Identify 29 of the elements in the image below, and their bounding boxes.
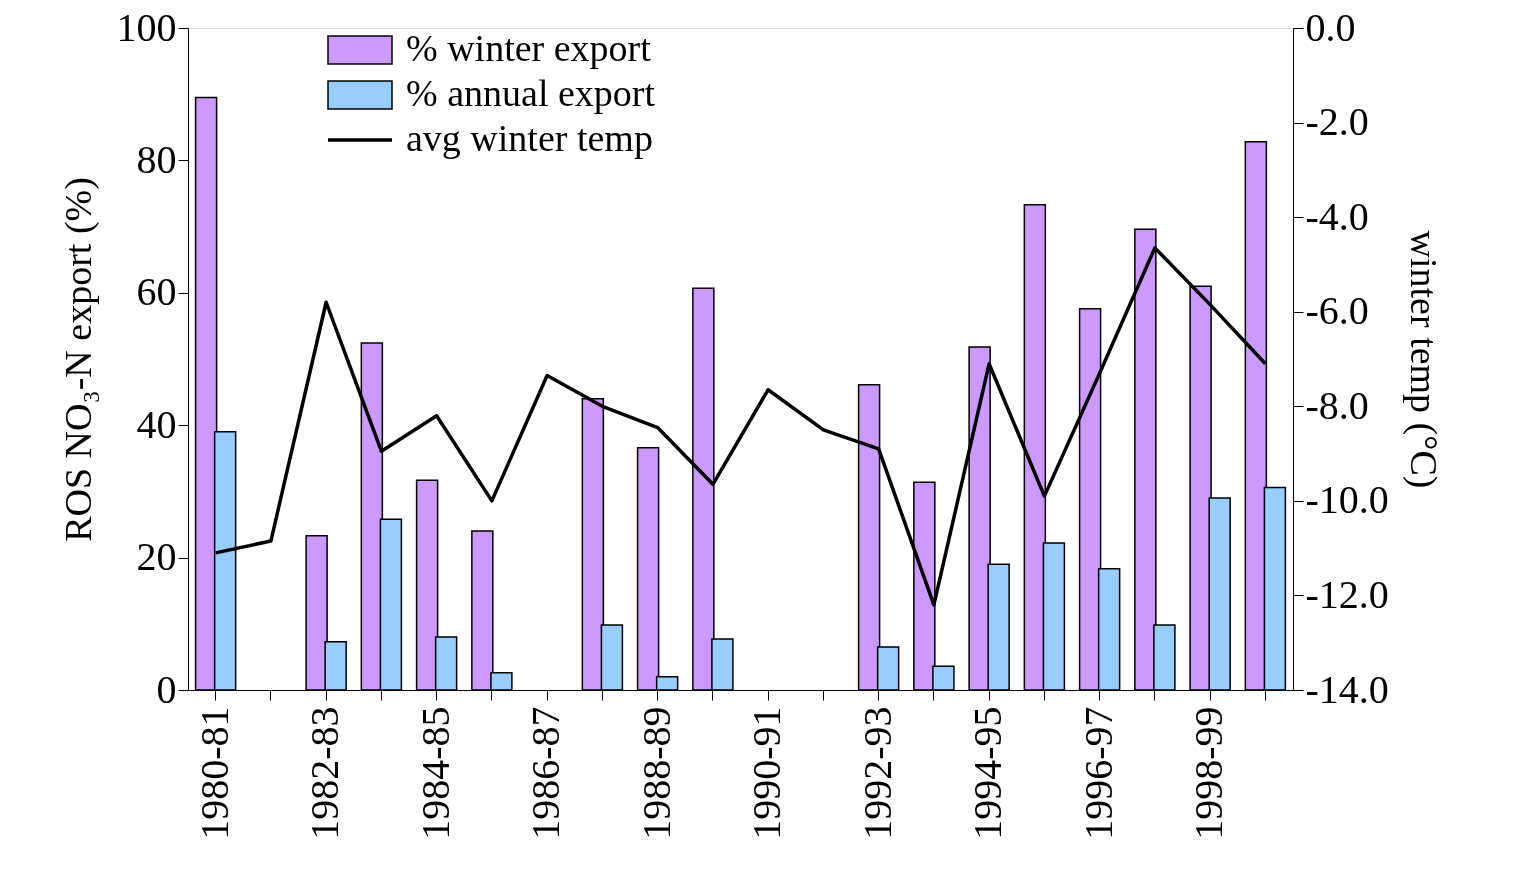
y2-tick-label: 0.0 — [1305, 4, 1356, 50]
y-tick-label: 80 — [136, 136, 177, 182]
y2-tick-label: -14.0 — [1305, 666, 1389, 712]
y2-tick-label: -6.0 — [1305, 288, 1369, 334]
y-axis-title: ROS NO₃-N export (%) — [56, 177, 100, 542]
y-tick-label: 20 — [136, 534, 177, 580]
x-tick-label: 1982-83 — [302, 706, 348, 840]
x-tick-label: 1990-91 — [744, 706, 790, 840]
y2-tick-label: -4.0 — [1305, 193, 1369, 239]
y2-axis-title: winter temp (°C) — [1401, 230, 1445, 489]
y2-tick-label: -10.0 — [1305, 477, 1389, 523]
legend-label: avg winter temp — [406, 117, 653, 159]
x-tick-label: 1988-89 — [633, 706, 679, 840]
x-tick-label: 1998-99 — [1186, 706, 1232, 840]
y-tick-label: 100 — [116, 4, 177, 50]
y-tick-label: 0 — [156, 666, 177, 712]
x-tick-label: 1992-93 — [854, 706, 900, 840]
legend-label: % annual export — [406, 72, 656, 114]
legend-label: % winter export — [406, 27, 652, 69]
x-tick-label: 1980-81 — [191, 706, 237, 840]
y2-tick-label: -2.0 — [1305, 99, 1369, 145]
y-tick-label: 40 — [136, 401, 177, 447]
y2-tick-label: -12.0 — [1305, 571, 1389, 617]
y-tick-label: 60 — [136, 269, 177, 315]
y2-tick-label: -8.0 — [1305, 382, 1369, 428]
x-tick-label: 1996-97 — [1075, 706, 1121, 840]
x-tick-label: 1994-95 — [965, 706, 1011, 840]
x-tick-label: 1984-85 — [412, 706, 458, 840]
x-tick-label: 1986-87 — [523, 706, 569, 840]
